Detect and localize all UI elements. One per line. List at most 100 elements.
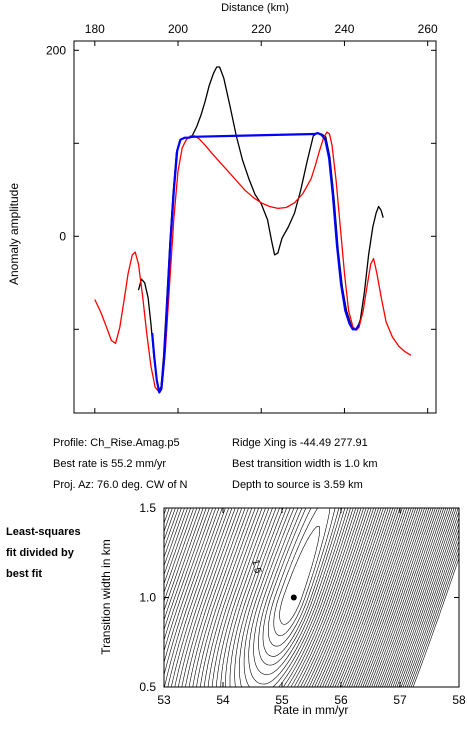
source-depth-info: Depth to source is 3.59 km [232, 479, 363, 491]
contour-line [203, 508, 374, 687]
x-tick-label: 58 [452, 693, 466, 707]
bottom-y-axis-title: Transition width in km [99, 539, 113, 655]
model-anomaly-line [94, 131, 412, 394]
contour-line [220, 508, 364, 687]
contour-line [390, 508, 455, 687]
contour-line [188, 508, 384, 687]
top-plot-frame [73, 40, 437, 414]
misfit-caption-line: fit divided by [6, 547, 74, 559]
contour-line [388, 508, 453, 687]
contour-line [164, 508, 403, 687]
best-rate-info: Best rate is 55.2 mm/yr [53, 458, 167, 470]
contour-plot-frame [163, 507, 460, 688]
best-fit-point [290, 594, 297, 601]
contour-level-label: 1.5 [249, 559, 263, 575]
profile-info: Profile: Ch_Rise.Amag.p5 [53, 437, 180, 449]
contour-line [224, 508, 362, 687]
contour-line [164, 508, 434, 687]
misfit-caption-line: Least-squares [6, 526, 81, 538]
fitted-anomaly-line [151, 132, 360, 394]
contour-chart-marks: 1.5 [249, 559, 297, 601]
contour-line [164, 508, 436, 687]
projection-azimuth-info: Proj. Az: 76.0 deg. CW of N [53, 479, 188, 491]
x-tick-label: 260 [418, 22, 438, 36]
ridge-crossing-info: Ridge Xing is -44.49 277.91 [232, 437, 368, 449]
misfit-caption: Least-squares fit divided by best fit [6, 522, 81, 585]
x-tick-label: 53 [157, 693, 171, 707]
contour-line [164, 508, 419, 687]
x-tick-label: 54 [216, 693, 230, 707]
contour-line [164, 508, 414, 687]
contour-line [164, 508, 430, 687]
contour-line [199, 508, 377, 687]
y-tick-label: 200 [46, 43, 66, 57]
contour-line [174, 508, 394, 687]
contour-line [402, 529, 459, 687]
contour-line [234, 508, 357, 687]
contour-line [164, 508, 440, 687]
contour-line [164, 508, 432, 687]
contour-line [258, 508, 343, 666]
contour-line [262, 508, 340, 657]
contour-line [229, 508, 359, 687]
y-tick-label: 1.5 [139, 501, 156, 515]
contour-line [248, 508, 349, 685]
contour-chart-ticks: 53 54 55 56 57 58 0.5 1.0 1.5 [139, 501, 466, 707]
contour-lines [164, 508, 459, 687]
y-tick-label: 1.0 [139, 591, 156, 605]
anomaly-profile-chart: 180 200 220 240 260 200 0 Distance (km) Anomal… [7, 2, 438, 414]
contour-line [253, 508, 346, 675]
contour-line [398, 517, 459, 687]
contour-line [404, 534, 459, 687]
contour-line [394, 508, 459, 687]
contour-line [396, 511, 459, 687]
contour-line [178, 508, 391, 687]
contour-line [382, 508, 447, 687]
contour-line [211, 508, 369, 687]
contour-line [268, 508, 336, 647]
contour-line [164, 508, 421, 687]
contour-line [400, 523, 459, 687]
y-tick-label: 0.5 [139, 680, 156, 694]
contour-line [386, 508, 451, 687]
contour-line [410, 552, 459, 687]
contour-line [192, 508, 382, 687]
x-tick-label: 200 [168, 22, 188, 36]
contour-line [164, 508, 401, 687]
contour-line [164, 508, 408, 687]
contour-line [164, 508, 417, 687]
contour-line [185, 508, 387, 687]
bottom-x-axis-title: Rate in mm/yr [274, 703, 349, 717]
observed-anomaly-line [137, 66, 384, 392]
x-tick-label: 180 [85, 22, 105, 36]
contour-line [384, 508, 449, 687]
x-tick-label: 240 [334, 22, 354, 36]
contour-line [164, 508, 438, 687]
y-tick-label: 0 [59, 229, 66, 243]
contour-line [207, 508, 372, 687]
contour-line [167, 508, 398, 687]
top-chart-series [94, 66, 412, 394]
contour-line [181, 508, 389, 687]
contour-line [406, 540, 459, 687]
x-tick-label: 55 [275, 693, 289, 707]
contour-line [171, 508, 396, 687]
contour-line [392, 508, 457, 687]
misfit-contour-chart: 53 54 55 56 57 580.51.01.5 1.5 Rate in mm/yr … [99, 501, 466, 717]
contour-line [164, 508, 427, 687]
contour-line [412, 557, 459, 687]
x-tick-label: 56 [334, 693, 348, 707]
misfit-caption-line: best fit [6, 568, 43, 580]
contour-line [216, 508, 367, 687]
top-x-axis-title: Distance (km) [221, 2, 289, 14]
contour-line [243, 508, 351, 687]
x-tick-label: 57 [393, 693, 407, 707]
contour-line [239, 508, 354, 687]
contour-line [196, 508, 379, 687]
contour-line [408, 546, 459, 687]
contour-line [164, 508, 405, 687]
x-tick-label: 220 [251, 22, 271, 36]
top-y-axis-title: Anomaly amplitude [7, 183, 21, 285]
transition-width-info: Best transition width is 1.0 km [232, 458, 378, 470]
